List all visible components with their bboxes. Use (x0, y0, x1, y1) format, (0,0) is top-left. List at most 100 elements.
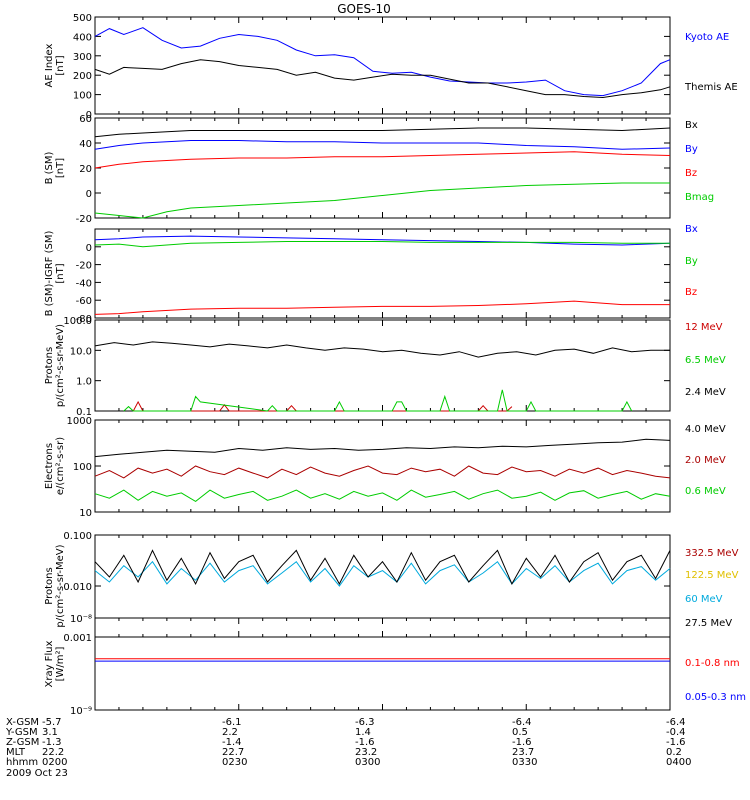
y-tick-label: 100 (73, 462, 92, 473)
ephemeris-value: -1.4 (222, 737, 242, 748)
date-label: 2009 Oct 23 (6, 768, 68, 779)
y-axis-label: B (SM) (44, 151, 55, 184)
series-line-27-5-mev (94, 549, 671, 586)
y-tick-label: -20 (76, 214, 92, 225)
ephemeris-value: -1.6 (666, 737, 686, 748)
ephemeris-row: hhmm 0200 0230 0300 0330 0400 (6, 757, 746, 768)
series-line-2-0-mev (94, 465, 671, 479)
legend-entry: Bz (685, 168, 697, 179)
series-line-4-0-mev (94, 438, 671, 458)
legend-entry: Bz (685, 287, 697, 298)
y-tick-label: 200 (73, 71, 92, 82)
legend-entry: 122.5 MeV (685, 570, 739, 581)
series-line-bx (94, 127, 671, 138)
legend-entry: 27.5 MeV (685, 618, 732, 629)
y-tick-label: 20 (79, 164, 92, 175)
y-tick-label: 60 (79, 114, 92, 125)
panel-frame (94, 16, 671, 115)
legend-entry: Kyoto AE (685, 32, 729, 43)
ephemeris-value: -0.4 (666, 727, 686, 738)
y-tick-label: 0 (86, 243, 92, 254)
y-tick-label: 0 (86, 110, 92, 121)
panel-frame (94, 319, 671, 412)
legend-entry: 6.5 MeV (685, 355, 726, 366)
y-axis-label: p/(cm²-s-sr-MeV) (55, 324, 66, 407)
legend-entry: 0.05-0.3 nm (685, 692, 746, 703)
panel-2: -20 0 20 40 60 B (SM) [nT] Bx By Bz Bmag (44, 114, 714, 225)
series-line-0-6-mev (94, 489, 671, 503)
ephemeris-value: -6.4 (666, 717, 686, 728)
ephemeris-value: 0230 (222, 757, 248, 768)
series-line-2-4-mev (94, 341, 670, 358)
y-tick-label: 0.001 (63, 633, 92, 644)
ephemeris-label: hhmm (6, 757, 39, 768)
ephemeris-value: -1.6 (355, 737, 375, 748)
legend-entry: 0.1-0.8 nm (685, 658, 740, 669)
y-axis-label: Protons (44, 347, 55, 384)
series-line-bmag (94, 182, 670, 219)
ephemeris-value: 0400 (666, 757, 692, 768)
legend-entry: Bx (685, 224, 698, 235)
y-tick-label: 10⁻⁹ (70, 706, 92, 717)
y-tick-label: 0.1 (76, 407, 92, 418)
legend-entry: Bx (685, 120, 698, 131)
ephemeris-value: 0330 (512, 757, 538, 768)
ephemeris-value: 23.7 (512, 747, 535, 758)
panel-3: -80 -60 -40 -20 0 B (SM)-IGRF (SM) [nT] Bx By Bz (44, 224, 698, 325)
series-line-kyoto-ae (94, 27, 671, 97)
ephemeris-label: MLT (6, 747, 25, 758)
ephemeris-value: 2.2 (222, 727, 238, 738)
ephemeris-value: 0.5 (512, 727, 528, 738)
ephemeris-value: 1.4 (355, 727, 371, 738)
series-line-bz (94, 151, 671, 169)
legend-entry: 12 MeV (685, 322, 723, 333)
y-tick-label: -60 (76, 296, 92, 307)
y-axis-label: Electrons (44, 443, 55, 489)
ephemeris-value: 22.2 (42, 747, 65, 758)
panel-5: 10 100 1000 Electrons e/(cm²-s-sr) 4.0 MeV 2.0… (44, 416, 726, 519)
y-axis-label: e/(cm²-s-sr) (55, 437, 66, 495)
legend-entry: Bmag (685, 192, 714, 203)
y-tick-label: 100.0 (63, 316, 92, 327)
ephemeris-row: X-GSM -5.7 -6.1 -6.3 -6.4 -6.4 (6, 717, 746, 728)
y-tick-label: 1.0 (76, 377, 92, 388)
panel-frame (94, 419, 671, 513)
panel-6: 0.001 0.010 0.100 Protons p/(cm²-s-sr-MeV) 33… (44, 531, 739, 644)
y-tick-label: 10.0 (70, 346, 92, 357)
series-line-60-mev (94, 560, 671, 587)
y-axis-label: [nT] (55, 158, 66, 178)
series-line-themis-ae (94, 59, 671, 99)
series-line-6-5-mev (123, 389, 633, 412)
ephemeris-table: X-GSM -5.7 -6.1 -6.3 -6.4 -6.4 Y-GSM 3.1 2.2 1.4 0… (6, 717, 746, 797)
y-axis-label: [nT] (55, 55, 66, 75)
panel-frame (94, 117, 671, 219)
series-line-12-mev (132, 400, 513, 412)
series-line-bz (94, 300, 670, 315)
y-tick-label: -40 (76, 278, 92, 289)
legend-entry: 60 MeV (685, 594, 723, 605)
y-axis-label: [nT] (55, 263, 66, 283)
y-axis-label: AE Index (44, 43, 55, 87)
y-tick-label: -80 (76, 314, 92, 325)
series-line-bx (94, 235, 671, 246)
y-tick-label: 500 (73, 13, 92, 24)
y-tick-label: 100 (73, 91, 92, 102)
ephemeris-value: 0300 (355, 757, 381, 768)
ephemeris-value: 0.2 (666, 747, 682, 758)
y-tick-label: 300 (73, 52, 92, 63)
legend-entry: By (685, 144, 698, 155)
series-line-by (94, 241, 670, 248)
panel-4: 0.1 1.0 10.0 100.0 Protons p/(cm²-s-sr-MeV) 12… (44, 316, 726, 418)
legend-entry: 0.6 MeV (685, 486, 726, 497)
legend-entry: 2.4 MeV (685, 387, 726, 398)
ephemeris-value: -5.7 (42, 717, 62, 728)
y-tick-label: 0 (86, 189, 92, 200)
series-line-by (94, 140, 671, 150)
ephemeris-row: MLT 22.2 22.7 23.2 23.7 0.2 (6, 747, 746, 758)
ephemeris-value: 23.2 (355, 747, 378, 758)
ephemeris-label: Z-GSM (6, 737, 40, 748)
legend-entry: 2.0 MeV (685, 455, 726, 466)
plot-title: GOES-10 (337, 2, 391, 16)
